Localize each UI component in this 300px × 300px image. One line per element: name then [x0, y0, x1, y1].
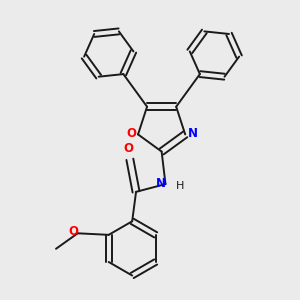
Text: H: H	[176, 181, 185, 190]
Text: O: O	[69, 225, 79, 238]
Text: O: O	[123, 142, 133, 155]
Text: N: N	[156, 177, 166, 190]
Text: O: O	[126, 127, 136, 140]
Text: N: N	[188, 127, 198, 140]
